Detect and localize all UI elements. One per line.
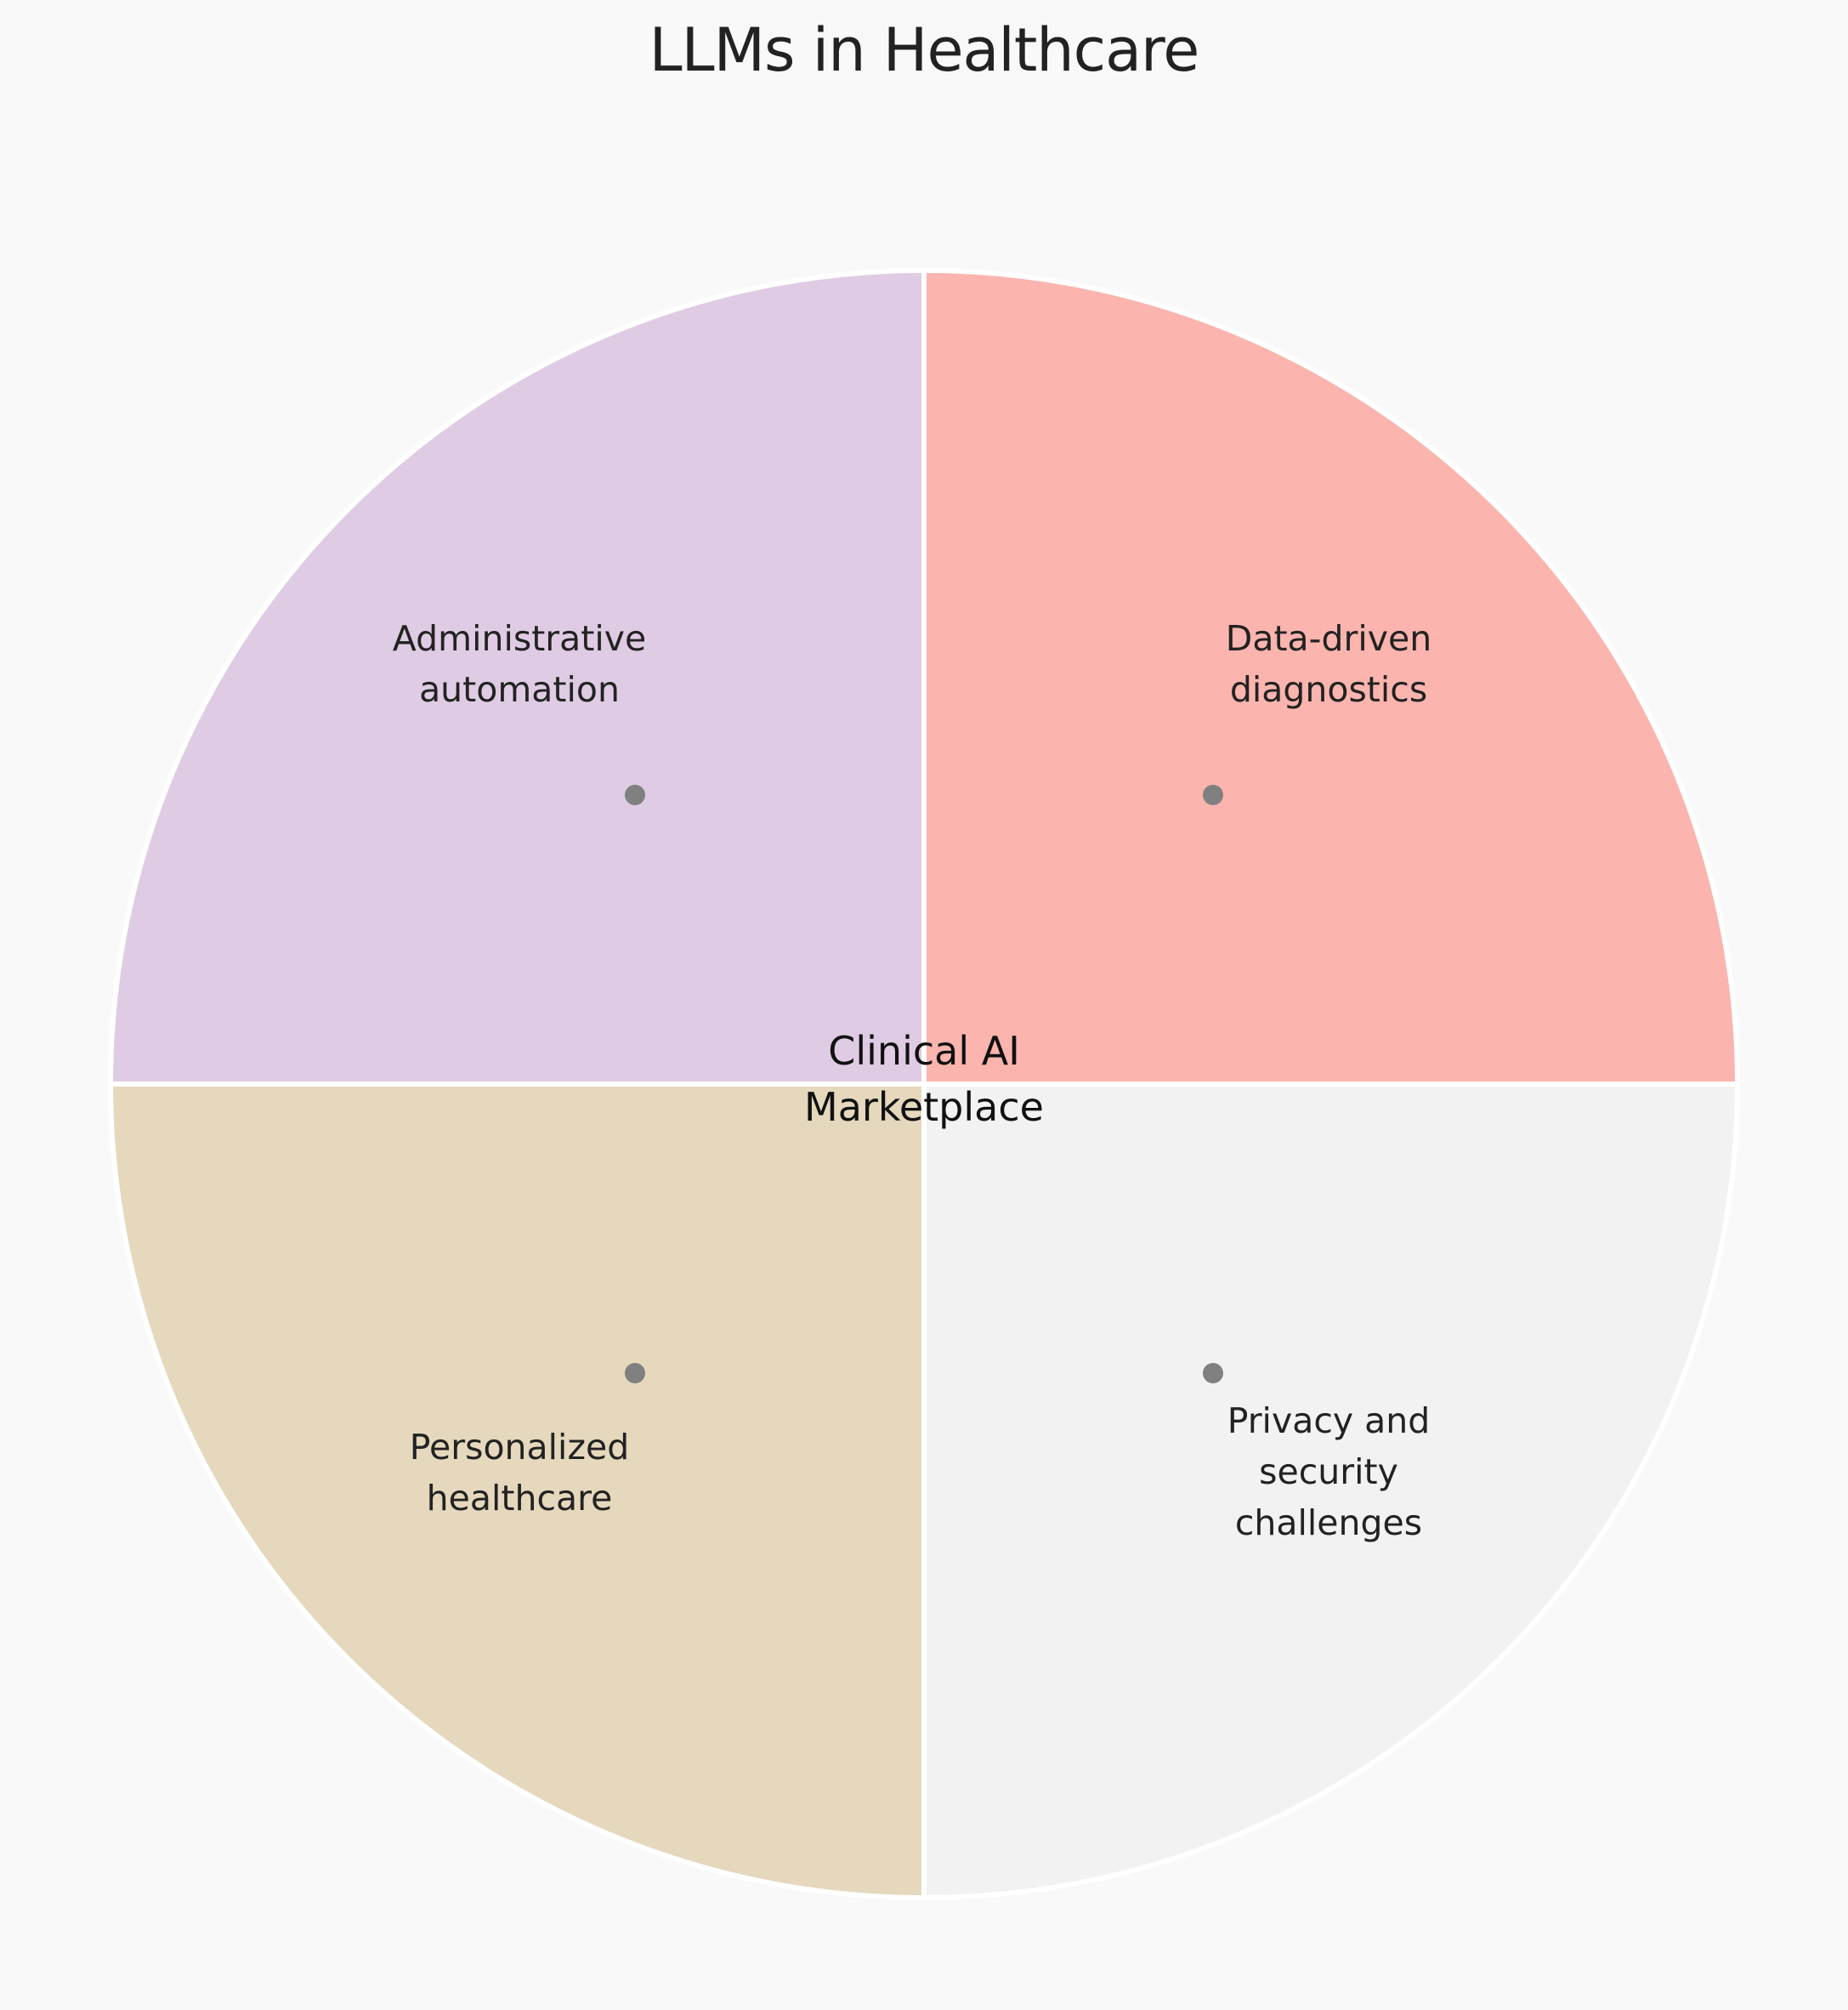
quadrant-top-right (921, 268, 1740, 1087)
quadrant-label-line: Data-driven (1226, 618, 1431, 659)
diagram-title: LLMs in Healthcare (649, 15, 1200, 85)
quadrant-bottom-left (108, 1082, 927, 1900)
quadrant-top-left (108, 268, 927, 1087)
quadrant-label-top-left: Administrative automation (393, 618, 646, 710)
quadrant-label-line: Privacy and (1227, 1400, 1431, 1441)
quadrant-marker-bottom-left (625, 1363, 645, 1383)
quadrant-marker-top-right (1203, 785, 1223, 805)
quadrant-label-bottom-right: Privacy and security challenges (1227, 1400, 1431, 1543)
quadrant-label-line: Personalized (410, 1427, 629, 1468)
quadrant-label-line: diagnostics (1230, 669, 1427, 710)
quadrant-label-line: healthcare (427, 1478, 613, 1519)
quadrant-label-line: challenges (1235, 1502, 1422, 1543)
quadrant-marker-top-left (625, 785, 645, 805)
center-label-line: Marketplace (804, 1084, 1044, 1130)
quadrant-label-bottom-left: Personalized healthcare (410, 1427, 629, 1519)
center-label-line: Clinical AI (828, 1028, 1020, 1074)
quadrant-bottom-right (921, 1082, 1740, 1900)
center-label: Clinical AI Marketplace (804, 1028, 1044, 1130)
quadrant-label-top-right: Data-driven diagnostics (1226, 618, 1431, 710)
quadrant-label-line: security (1259, 1451, 1398, 1492)
quadrant-label-line: automation (419, 669, 620, 710)
quadrant-label-line: Administrative (393, 618, 646, 659)
quadrant-marker-bottom-right (1203, 1363, 1223, 1383)
